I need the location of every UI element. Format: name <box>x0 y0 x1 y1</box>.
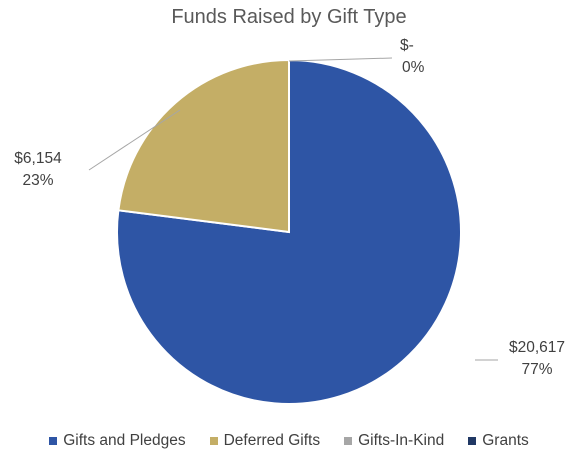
percent-label: 77% <box>521 361 552 378</box>
pie-slice-deferred-gifts <box>117 58 290 234</box>
legend-item: Grants <box>468 432 529 450</box>
pie-chart: $20,617 77% $6,154 23% $- 0% <box>14 37 565 405</box>
legend-label: Gifts and Pledges <box>63 432 186 449</box>
value-label: $6,154 <box>14 150 62 167</box>
legend-swatch <box>468 437 477 445</box>
percent-label: 23% <box>22 172 53 189</box>
legend-label: Deferred Gifts <box>223 432 321 449</box>
legend-item: Gifts and Pledges <box>49 432 186 450</box>
leader-line-1 <box>88 109 181 171</box>
legend-label: Grants <box>482 432 529 449</box>
legend-swatch <box>344 437 353 445</box>
value-label: $- <box>400 37 414 54</box>
leader-line-2 <box>288 57 393 62</box>
legend-swatch <box>209 437 218 445</box>
chart-title: Funds Raised by Gift Type <box>171 6 407 28</box>
percent-label: 0% <box>402 59 425 76</box>
legend-item: Deferred Gifts <box>209 432 321 450</box>
legend-label: Gifts-In-Kind <box>358 432 445 449</box>
legend: Gifts and Pledges Deferred Gifts Gifts-In-… <box>0 432 578 450</box>
legend-swatch <box>49 437 58 445</box>
value-label: $20,617 <box>509 339 565 356</box>
legend-item: Gifts-In-Kind <box>344 432 444 450</box>
